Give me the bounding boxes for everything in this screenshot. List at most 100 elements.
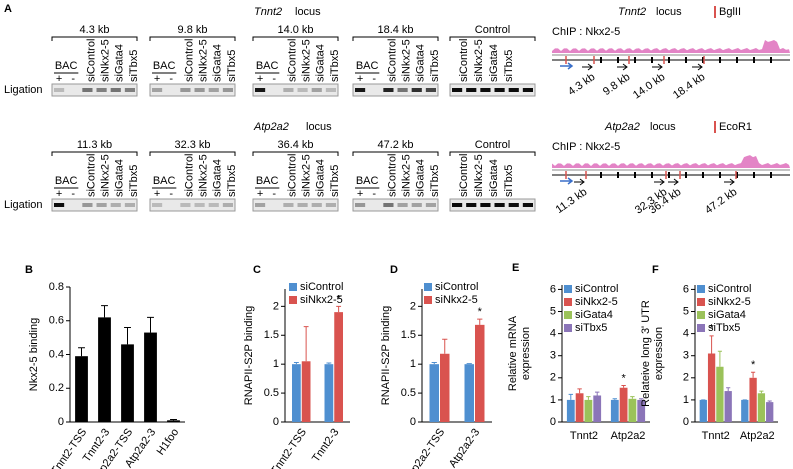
lane-label: siTbx5 [128, 50, 140, 82]
y-tick-label: 0 [58, 416, 64, 428]
error-bar [639, 398, 644, 400]
exon [753, 57, 755, 63]
y-tick-label: 0.2 [49, 382, 64, 394]
error-bar [630, 396, 635, 399]
exon [600, 57, 602, 63]
y-tick-label: 3 [683, 350, 689, 362]
bar [464, 364, 474, 422]
distance-label: 18.4 kb [671, 71, 707, 102]
group-bracket [51, 151, 138, 156]
bar [566, 399, 575, 422]
y-tick-label: 4 [683, 328, 689, 340]
gel-band [383, 88, 394, 92]
gel-strip [352, 198, 439, 212]
group-label: Control [475, 24, 510, 36]
y-tick-label: 0.6 [49, 315, 64, 327]
error-bar [293, 361, 299, 365]
lane-label: siGata4 [315, 159, 327, 197]
bar [429, 364, 439, 422]
lane-label: siNkx2-5 [197, 154, 209, 197]
gel-strip [352, 83, 439, 97]
gel-band [411, 88, 422, 92]
legend-swatch [697, 298, 705, 306]
bac-label: BAC [356, 60, 379, 72]
gel-band [383, 203, 394, 207]
bac-label: BAC [356, 175, 379, 187]
gel-band [355, 88, 366, 92]
legend-label: siControl [575, 283, 618, 295]
group-bracket [252, 151, 339, 156]
legend-label: siGata4 [708, 309, 746, 321]
bar [766, 402, 774, 422]
gel-band [152, 203, 163, 207]
bar [584, 399, 593, 422]
y-tick-label: 0.5 [401, 387, 416, 399]
error-bar [759, 390, 764, 394]
minus-label: - [169, 73, 173, 85]
primer-arrow [617, 63, 628, 71]
x-tick-label: Atp2a2-3 [447, 427, 482, 469]
group-label: 14.0 kb [277, 24, 313, 36]
lane-label: siNkx2-5 [400, 39, 412, 82]
exon [617, 172, 619, 178]
minus-label: - [169, 188, 173, 200]
error-bar [336, 305, 342, 313]
gel-band [283, 203, 294, 207]
group-label: Control [475, 139, 510, 151]
group-bracket [352, 36, 439, 41]
bar [637, 399, 646, 422]
x-tick-label: Atp2a2-TSS [403, 427, 447, 469]
track-word: locus [656, 6, 682, 18]
gel-band [194, 203, 205, 207]
legend-label: siControl [300, 281, 343, 293]
bar [757, 393, 766, 422]
plus-label: + [154, 73, 160, 85]
y-tick-label: 0 [683, 416, 689, 428]
group-bracket [449, 36, 536, 41]
y-tick-label: 2 [273, 300, 279, 312]
lane-label: siNkx2-5 [99, 154, 111, 197]
error-bar [303, 326, 309, 362]
gel-strip [51, 198, 138, 212]
minus-label: - [71, 188, 75, 200]
gel-strip [149, 198, 236, 212]
significance-mark: * [336, 293, 341, 305]
legend-label: siNkx2-5 [435, 294, 478, 306]
y-axis-label: Relateive long 3' UTR [640, 300, 652, 407]
y-tick-label: 3 [550, 350, 556, 362]
error-bar [442, 338, 448, 354]
gel-band [54, 88, 65, 92]
y-axis-label: Relative mRNA [507, 315, 519, 391]
lane-label: siTbx5 [128, 165, 140, 197]
plus-label: + [357, 73, 363, 85]
gel-band [124, 88, 135, 92]
ligation-label: Ligation [4, 84, 43, 96]
error-bar [170, 418, 177, 421]
primer-arrow [654, 178, 665, 186]
x-tick-label: Tnnt2 [570, 430, 598, 442]
y-tick-label: 0.8 [49, 281, 64, 293]
error-bar [726, 387, 731, 392]
lane-label: siGata4 [315, 44, 327, 82]
lane-label: siNkx2-5 [197, 39, 209, 82]
distance-label: 9.8 kb [601, 71, 632, 98]
legend-label: siControl [435, 281, 478, 293]
gel-band [255, 203, 266, 207]
significance-mark: * [478, 306, 483, 318]
gel-band [152, 88, 163, 92]
gel-strip [252, 83, 339, 97]
y-tick-label: 2 [550, 372, 556, 384]
error-bar [767, 400, 772, 403]
legend-swatch [697, 324, 705, 332]
minus-label: - [272, 188, 276, 200]
lane-label: siNkx2-5 [300, 39, 312, 82]
exon [736, 172, 738, 178]
gel-band [466, 203, 477, 207]
y-tick-label: 2 [410, 300, 416, 312]
panel-label: F [652, 264, 659, 276]
x-tick-label: Tnnt2-TSS [269, 427, 309, 469]
lane-label: siGata4 [212, 159, 224, 197]
panel-label: D [390, 264, 398, 276]
legend-swatch [697, 285, 705, 293]
